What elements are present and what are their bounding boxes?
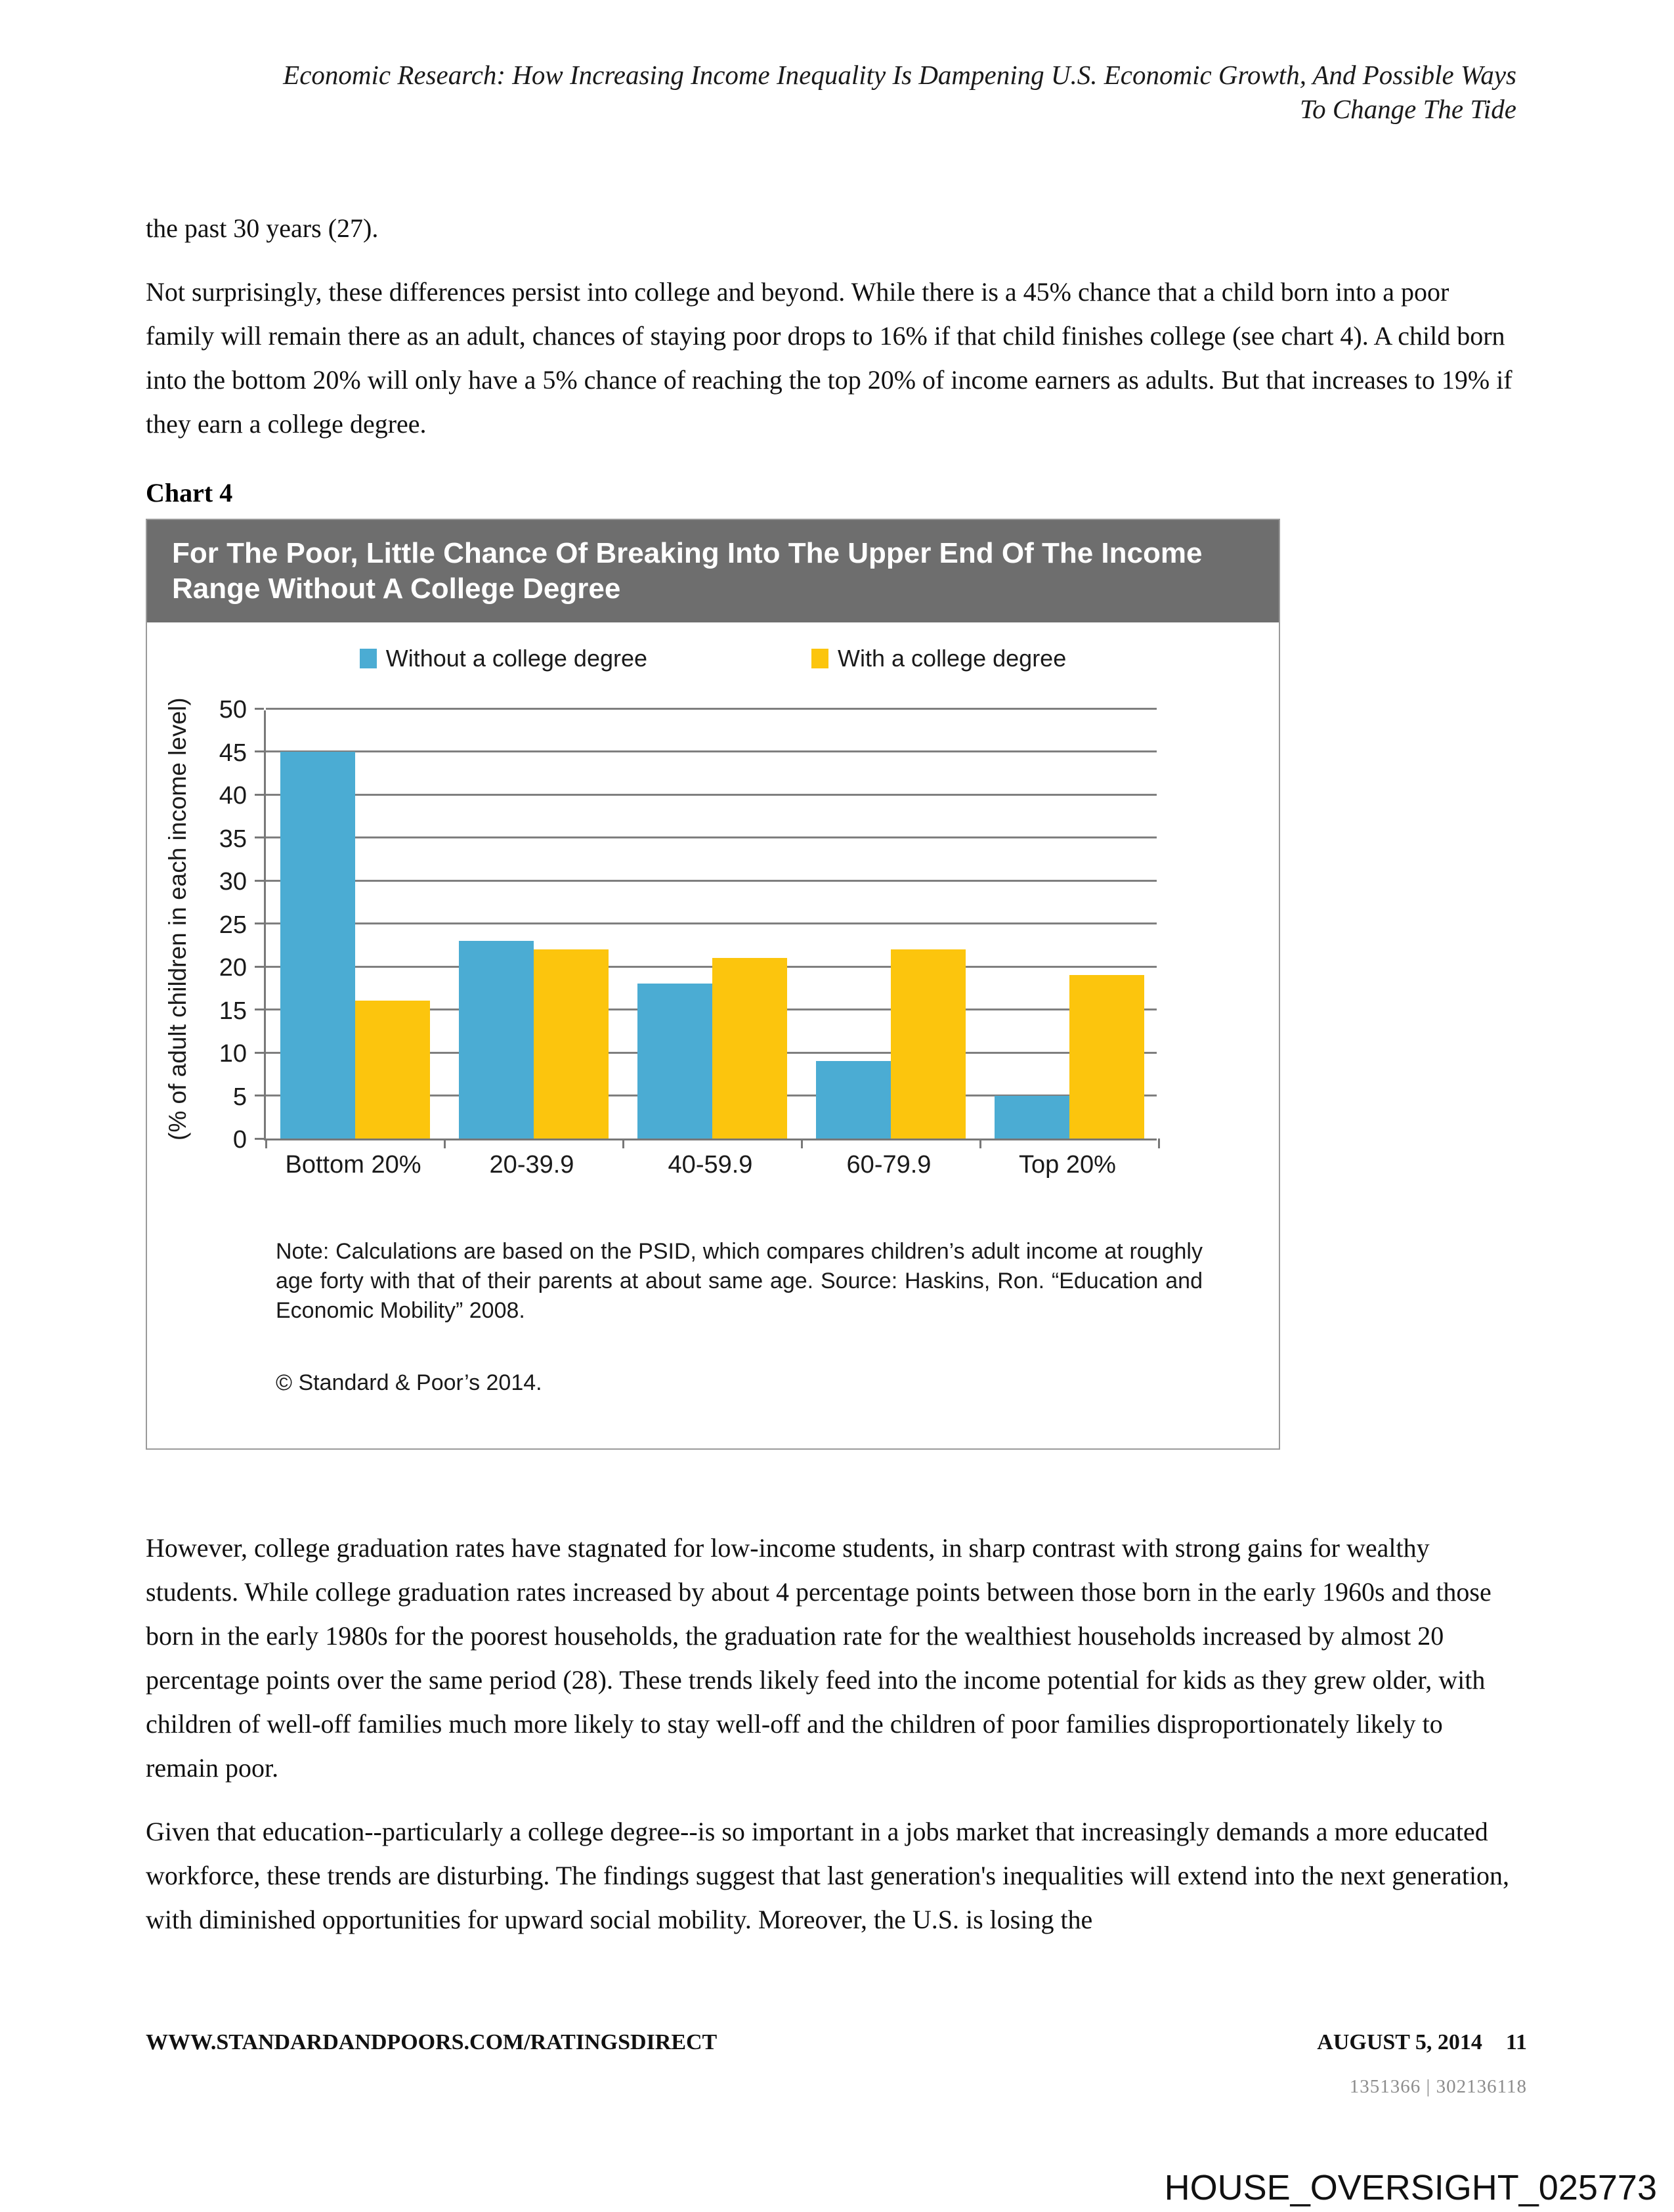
document-id: 1351366 | 302136118 [1349,2076,1527,2097]
y-tick-mark [255,836,264,838]
x-axis-label: Bottom 20% [285,1151,421,1179]
chart-note: Note: Calculations are based on the PSID… [276,1239,1203,1323]
y-gridline [266,750,1157,752]
watermark-house-oversight: HOUSE_OVERSIGHT_025773 [1164,2168,1657,2207]
y-tick-mark [255,879,264,882]
y-gridline [266,879,1157,882]
y-tick-label: 50 [219,696,247,724]
y-tick-mark [255,1051,264,1054]
bar-group-20-39-9 [444,710,623,1139]
y-axis-title: (% of adult children in each income leve… [164,697,191,1140]
y-tick-label: 40 [219,782,247,810]
y-tick-label: 45 [219,739,247,767]
chart-bar-series-0-4 [995,1095,1069,1139]
chart-title-line-2: Range Without A College Degree [172,573,621,605]
y-tick-label: 15 [219,997,247,1025]
paragraph-college-persistence: Not surprisingly, these differences pers… [146,277,1513,439]
chart-title-line-1: For The Poor, Little Chance Of Breaking … [172,537,1203,569]
header-line-1: Economic Research: How Increasing Income… [283,60,1516,90]
chart-legend: Without a college degree With a college … [147,645,1279,672]
y-tick-mark [255,922,264,924]
chart-4: For The Poor, Little Chance Of Breaking … [146,519,1280,1450]
y-tick-mark [255,1095,264,1096]
plot-row: (% of adult children in each income leve… [164,697,1279,1152]
footer-page-number: 11 [1505,2030,1527,2054]
x-axis-label: Top 20% [1019,1151,1116,1179]
y-axis-tick-labels: 0 5 10 15 20 25 30 35 40 45 50 [204,697,264,1152]
chart-bar-series-0-0 [280,751,355,1139]
y-gridline [266,922,1157,924]
legend-swatch-yellow-icon [811,649,829,668]
y-tick-label: 20 [219,954,247,982]
x-tick-mark [443,1139,446,1148]
x-axis-labels: Bottom 20% 20-39.9 40-59.9 60-79.9 Top 20% [264,1151,1157,1179]
chart-bar-series-1-0 [355,1001,430,1139]
document-header: Economic Research: How Increasing Income… [146,0,1516,126]
content-column: Economic Research: How Increasing Income… [146,0,1516,1941]
y-tick-mark [255,965,264,968]
chart-bar-series-1-3 [891,949,966,1139]
y-tick-label: 5 [232,1083,247,1111]
y-tick-label: 0 [232,1126,247,1154]
y-tick-mark [255,750,264,752]
y-tick-label: 35 [219,825,247,853]
legend-swatch-blue-icon [359,649,377,668]
footer-date: AUGUST 5, 2014 [1317,2030,1482,2054]
header-line-2: To Change The Tide [1300,94,1516,124]
y-tick-mark [255,793,264,796]
x-axis-label: 40-59.9 [668,1151,753,1179]
chart-bar-series-0-3 [816,1061,891,1139]
footer-website: WWW.STANDARDANDPOORS.COM/RATINGSDIRECT [146,2030,718,2054]
x-tick-mark [1157,1139,1160,1148]
paragraph-graduation-rates: However, college graduation rates have s… [146,1533,1492,1783]
y-gridline [266,965,1157,968]
chart-title: For The Poor, Little Chance Of Breaking … [147,520,1279,622]
x-tick-mark [265,1139,267,1148]
x-tick-mark [800,1139,803,1148]
chart-bar-series-1-2 [712,957,787,1139]
chart-4-label: Chart 4 [146,478,233,508]
bar-group-top-20- [980,710,1159,1139]
legend-label-without-degree: Without a college degree [385,645,648,672]
legend-item-with-degree: With a college degree [811,645,1066,672]
y-gridline [266,793,1157,796]
y-gridline [266,836,1157,838]
y-tick-mark [255,707,264,710]
y-tick-label: 10 [219,1040,247,1068]
bar-group-40-59-9 [623,710,802,1139]
chart-bar-series-1-1 [534,949,609,1139]
footer-date-page: AUGUST 5, 2014 11 [1317,2030,1527,2055]
bar-group-bottom-20- [266,710,444,1139]
paragraph-past-30-years: the past 30 years (27). [146,213,379,243]
y-tick-label: 25 [219,911,247,939]
plot-area [255,707,1160,1148]
paragraph-education-importance: Given that education--particularly a col… [146,1817,1510,1934]
y-tick-mark [255,1137,264,1140]
page-footer: WWW.STANDARDANDPOORS.COM/RATINGSDIRECT A… [146,2030,1527,2055]
y-gridline [266,707,1157,710]
chart-bar-series-0-1 [459,940,534,1139]
bar-group-60-79-9 [802,710,980,1139]
y-tick-mark [255,1008,264,1010]
x-axis-label: 20-39.9 [489,1151,574,1179]
chart-bar-series-0-2 [637,984,712,1139]
x-axis-label: 60-79.9 [846,1151,932,1179]
x-tick-mark [622,1139,624,1148]
legend-item-without-degree: Without a college degree [359,645,648,672]
chart-copyright: © Standard & Poor’s 2014. [276,1370,542,1395]
x-tick-mark [979,1139,981,1148]
y-tick-label: 30 [219,868,247,896]
legend-label-with-degree: With a college degree [838,645,1067,672]
chart-bar-series-1-4 [1069,975,1144,1139]
